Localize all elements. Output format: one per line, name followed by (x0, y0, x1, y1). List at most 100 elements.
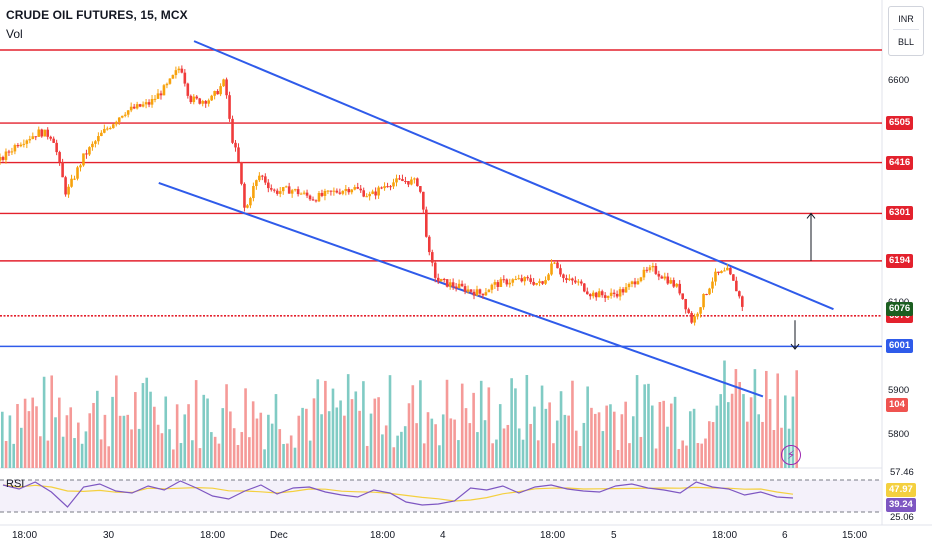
volume-bar (183, 414, 187, 468)
volume-bar (780, 427, 783, 468)
candle (600, 291, 604, 296)
candle (49, 136, 52, 139)
candle (204, 101, 208, 104)
x-tick-label: 4 (440, 530, 446, 541)
candle (272, 189, 276, 191)
volume-bar (487, 387, 491, 468)
candle (526, 277, 529, 279)
volume-bar (574, 430, 578, 468)
volume-bar (791, 396, 795, 468)
volume-bar (700, 443, 703, 468)
candle (258, 175, 261, 181)
volume-bar (282, 443, 285, 468)
volume-bar (419, 380, 422, 468)
level-tag: 6001 (886, 339, 914, 354)
volume-bar (206, 398, 209, 468)
volume-bar (441, 414, 445, 468)
candle (76, 167, 79, 179)
candle (356, 187, 360, 189)
candle (85, 153, 88, 155)
volume-bar (673, 396, 677, 468)
currency-bll[interactable]: BLL (897, 37, 914, 47)
volume-bar (126, 414, 130, 468)
candle (326, 190, 330, 192)
candle (82, 153, 85, 166)
candle (100, 132, 103, 137)
candle (609, 292, 613, 296)
candle (621, 289, 625, 293)
volume-bar (757, 414, 760, 468)
candle (195, 96, 199, 99)
volume-bar (27, 411, 31, 468)
candle (222, 79, 225, 87)
candle (466, 289, 470, 292)
candle (156, 93, 160, 99)
candle (735, 280, 738, 292)
candle (407, 181, 410, 185)
volume-bar (707, 421, 711, 468)
volume-bar (164, 396, 168, 468)
candle (520, 278, 524, 282)
candle (583, 283, 586, 292)
volume-bar (476, 432, 479, 468)
candle (159, 93, 163, 96)
volume-bar (65, 415, 69, 468)
candle (37, 129, 41, 137)
currency-selector[interactable]: INR BLL (888, 6, 924, 56)
volume-bar (130, 429, 133, 468)
volume-bar (525, 374, 529, 468)
candle (323, 190, 327, 196)
candle (91, 143, 94, 148)
volume-bar (297, 415, 301, 468)
candle (320, 192, 324, 196)
candle (129, 106, 133, 111)
volume-bar (552, 443, 555, 468)
volume-bar (635, 375, 639, 468)
candle (660, 276, 664, 279)
volume-bar (491, 443, 494, 468)
candle (281, 187, 285, 192)
candle (436, 277, 440, 282)
candle (58, 152, 61, 162)
volume-bar (320, 414, 323, 468)
candle (741, 296, 744, 307)
volume-bar (597, 412, 601, 468)
volume-bar (50, 375, 54, 468)
candle (499, 279, 503, 287)
candle (153, 98, 157, 100)
candle (267, 182, 270, 189)
candle (416, 178, 419, 187)
lightning-icon[interactable]: ⚡ (781, 445, 801, 465)
candle (228, 95, 231, 119)
candle (34, 136, 38, 138)
volume-bar (324, 380, 327, 468)
volume-bar (563, 414, 567, 468)
volume-bar (753, 369, 757, 468)
volume-bar (61, 436, 65, 468)
candle (463, 286, 467, 292)
last-price-tag: 6076 (886, 302, 914, 317)
volume-bar (704, 438, 707, 468)
volume-bar (620, 414, 624, 468)
candle (633, 281, 637, 285)
candle (52, 138, 55, 143)
candle (469, 289, 473, 292)
volume-bar (502, 428, 506, 468)
volume-bar (438, 445, 441, 468)
y-tick-label: 6100 (888, 297, 909, 309)
candle (213, 90, 216, 96)
candle (278, 191, 282, 194)
candle (380, 187, 383, 189)
candle (126, 110, 130, 115)
candle (675, 283, 679, 287)
candle (132, 106, 136, 109)
candle (588, 294, 592, 297)
currency-inr[interactable]: INR (898, 14, 914, 24)
candle (350, 189, 354, 193)
candle (511, 279, 515, 283)
volume-bar (236, 445, 240, 468)
rsi-line (2, 480, 794, 508)
candle (612, 292, 616, 294)
candle (284, 186, 288, 188)
